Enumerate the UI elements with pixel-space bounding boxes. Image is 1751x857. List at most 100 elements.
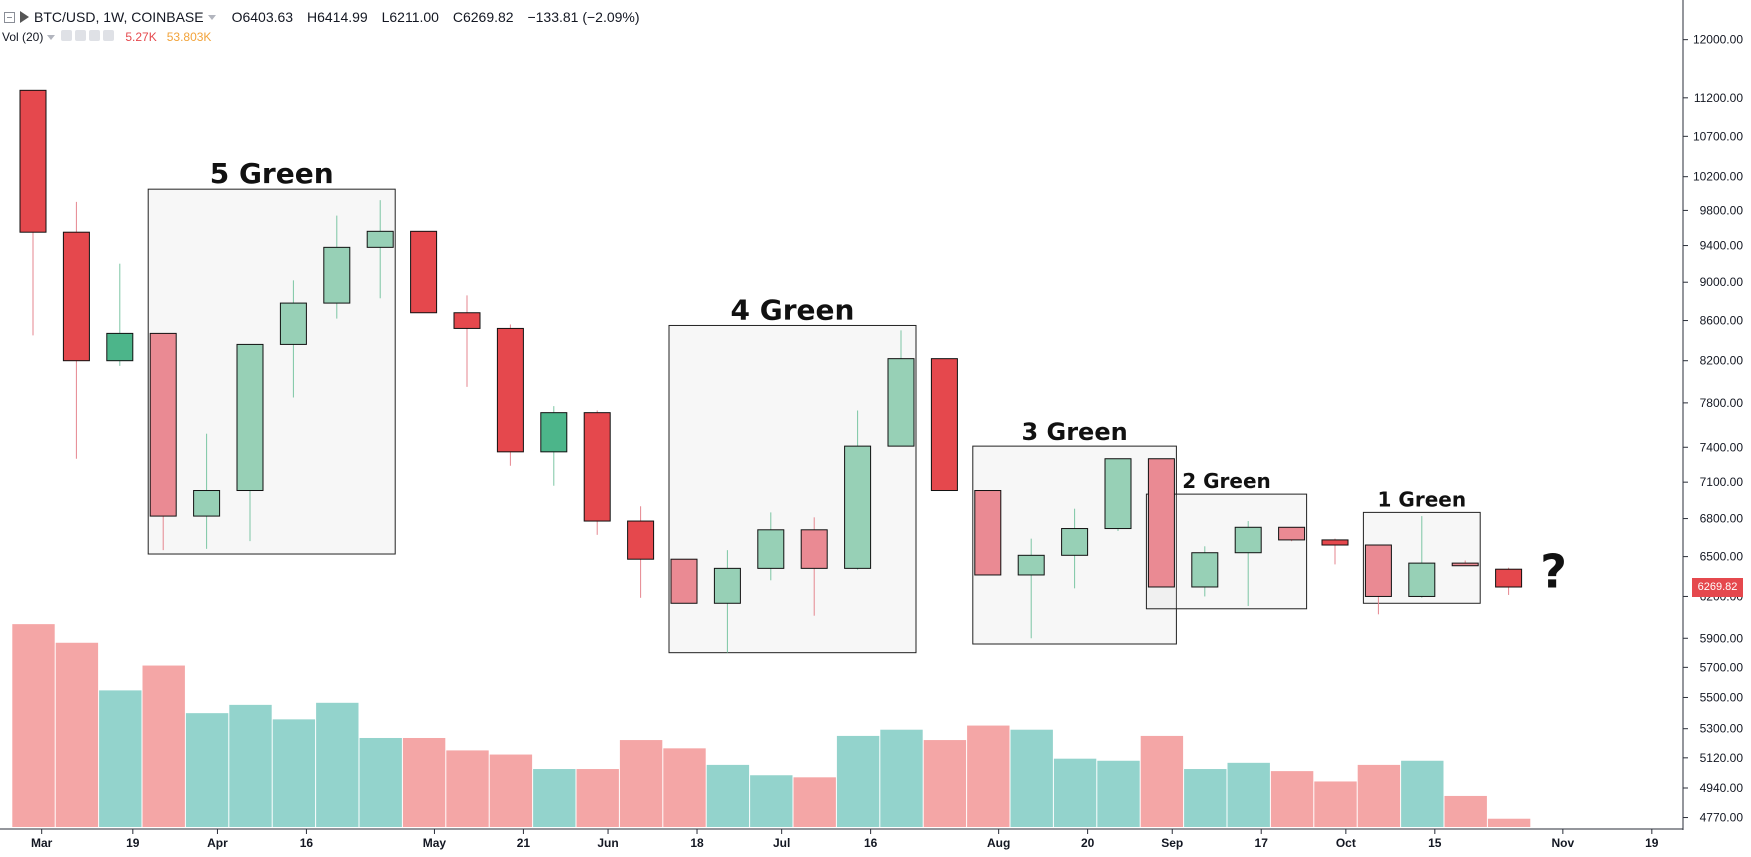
time-tick-label: Jul bbox=[773, 836, 790, 850]
volume-bar bbox=[576, 769, 619, 827]
candle bbox=[62, 201, 90, 459]
volume-ma-value: 53.803K bbox=[166, 30, 212, 44]
volume-bar bbox=[1487, 818, 1531, 827]
price-tick-label: 9800.00 bbox=[1700, 203, 1744, 217]
low-value: L6211.00 bbox=[381, 9, 439, 25]
candle-body bbox=[1234, 526, 1262, 554]
chevron-down-icon[interactable] bbox=[207, 14, 216, 20]
add-icon[interactable] bbox=[89, 30, 101, 41]
time-tick-label: May bbox=[423, 836, 447, 850]
candle-body bbox=[106, 332, 134, 362]
collapse-icon[interactable] bbox=[4, 11, 15, 23]
candle-body bbox=[844, 445, 872, 569]
candle bbox=[1451, 560, 1479, 567]
volume-bar bbox=[923, 740, 967, 827]
time-tick-label: 18 bbox=[690, 836, 704, 850]
volume-bar bbox=[402, 737, 446, 827]
volume-bar bbox=[619, 740, 663, 827]
candle bbox=[366, 200, 394, 299]
volume-bar bbox=[967, 725, 1010, 827]
time-tick-label: 19 bbox=[1645, 836, 1659, 850]
candle bbox=[974, 490, 1002, 576]
volume-bar bbox=[359, 737, 402, 827]
close-value: C6269.82 bbox=[452, 9, 514, 25]
symbol-title[interactable]: BTC/USD, 1W, COINBASE bbox=[34, 9, 204, 25]
annotation-boxes bbox=[147, 188, 1481, 654]
price-tick-label: 6500.00 bbox=[1700, 550, 1744, 564]
time-tick-label: 16 bbox=[864, 836, 878, 850]
candle-body bbox=[410, 230, 438, 314]
candle bbox=[279, 280, 307, 398]
candle bbox=[19, 89, 47, 336]
candle-body bbox=[1147, 458, 1175, 588]
volume-bar bbox=[836, 735, 880, 827]
price-tick-label: 8600.00 bbox=[1700, 314, 1744, 328]
volume-bar bbox=[706, 764, 750, 827]
volume-bar bbox=[663, 748, 706, 827]
candle-body bbox=[974, 490, 1002, 576]
volume-bar bbox=[489, 754, 533, 827]
candle-body bbox=[1278, 526, 1306, 541]
time-tick-label: 19 bbox=[126, 836, 140, 850]
volume-bar bbox=[880, 729, 923, 827]
annotation-label: 4 Green bbox=[731, 293, 855, 326]
candle-body bbox=[453, 312, 481, 329]
settings-icon[interactable] bbox=[75, 30, 87, 41]
indicator-tools bbox=[61, 30, 117, 44]
candle-body bbox=[887, 358, 915, 447]
candle bbox=[1017, 538, 1045, 639]
candle bbox=[1321, 538, 1349, 565]
close-icon[interactable] bbox=[103, 30, 115, 41]
volume-bar bbox=[1184, 769, 1227, 827]
chevron-down-icon[interactable] bbox=[47, 34, 56, 40]
candle-body bbox=[323, 246, 351, 304]
candle-body bbox=[1451, 562, 1479, 567]
time-tick-label: 17 bbox=[1255, 836, 1269, 850]
volume-bar bbox=[1270, 771, 1314, 827]
symbol-flag-icon bbox=[20, 11, 29, 23]
time-tick-label: 20 bbox=[1081, 836, 1095, 850]
volume-bar bbox=[750, 775, 793, 827]
volume-bar bbox=[1227, 762, 1270, 827]
candle-body bbox=[19, 89, 47, 233]
candle bbox=[757, 512, 785, 581]
candle bbox=[540, 406, 568, 486]
time-tick-label: Nov bbox=[1552, 836, 1575, 850]
annotation-box bbox=[147, 188, 396, 555]
candle-body bbox=[236, 343, 264, 492]
candle bbox=[583, 410, 611, 535]
candles bbox=[19, 89, 1523, 653]
candle bbox=[1104, 458, 1132, 532]
candle-body bbox=[1104, 458, 1132, 530]
candle bbox=[453, 295, 481, 387]
eye-icon[interactable] bbox=[61, 30, 73, 41]
volume-bar bbox=[316, 702, 359, 827]
volume-bar bbox=[1357, 764, 1401, 827]
volume-indicator-label[interactable]: Vol (20) bbox=[2, 30, 44, 44]
candle bbox=[1234, 521, 1262, 607]
candle bbox=[670, 558, 698, 604]
candle-body bbox=[1408, 562, 1436, 597]
volume-bar bbox=[12, 624, 55, 827]
price-tick-label: 7800.00 bbox=[1700, 396, 1744, 410]
time-tick-label: Aug bbox=[987, 836, 1010, 850]
time-tick-label: Oct bbox=[1336, 836, 1356, 850]
candle bbox=[930, 358, 958, 492]
price-tick-label: 5500.00 bbox=[1700, 690, 1744, 704]
candle-body bbox=[1321, 539, 1349, 546]
candle bbox=[236, 343, 264, 542]
volume-bar bbox=[185, 713, 229, 827]
candle-body bbox=[496, 327, 524, 453]
volume-bars bbox=[12, 624, 1531, 827]
candle bbox=[1408, 516, 1436, 598]
candle-body bbox=[1495, 568, 1523, 588]
price-tick-label: 4770.00 bbox=[1700, 811, 1744, 825]
price-tick-label: 5700.00 bbox=[1700, 660, 1744, 674]
candle bbox=[149, 332, 177, 551]
volume-bar bbox=[99, 690, 142, 827]
price-tick-label: 11200.00 bbox=[1694, 91, 1743, 105]
candle bbox=[1495, 567, 1523, 595]
annotation-label: 3 Green bbox=[1021, 418, 1127, 446]
change-value: −133.81 (−2.09%) bbox=[527, 9, 640, 25]
